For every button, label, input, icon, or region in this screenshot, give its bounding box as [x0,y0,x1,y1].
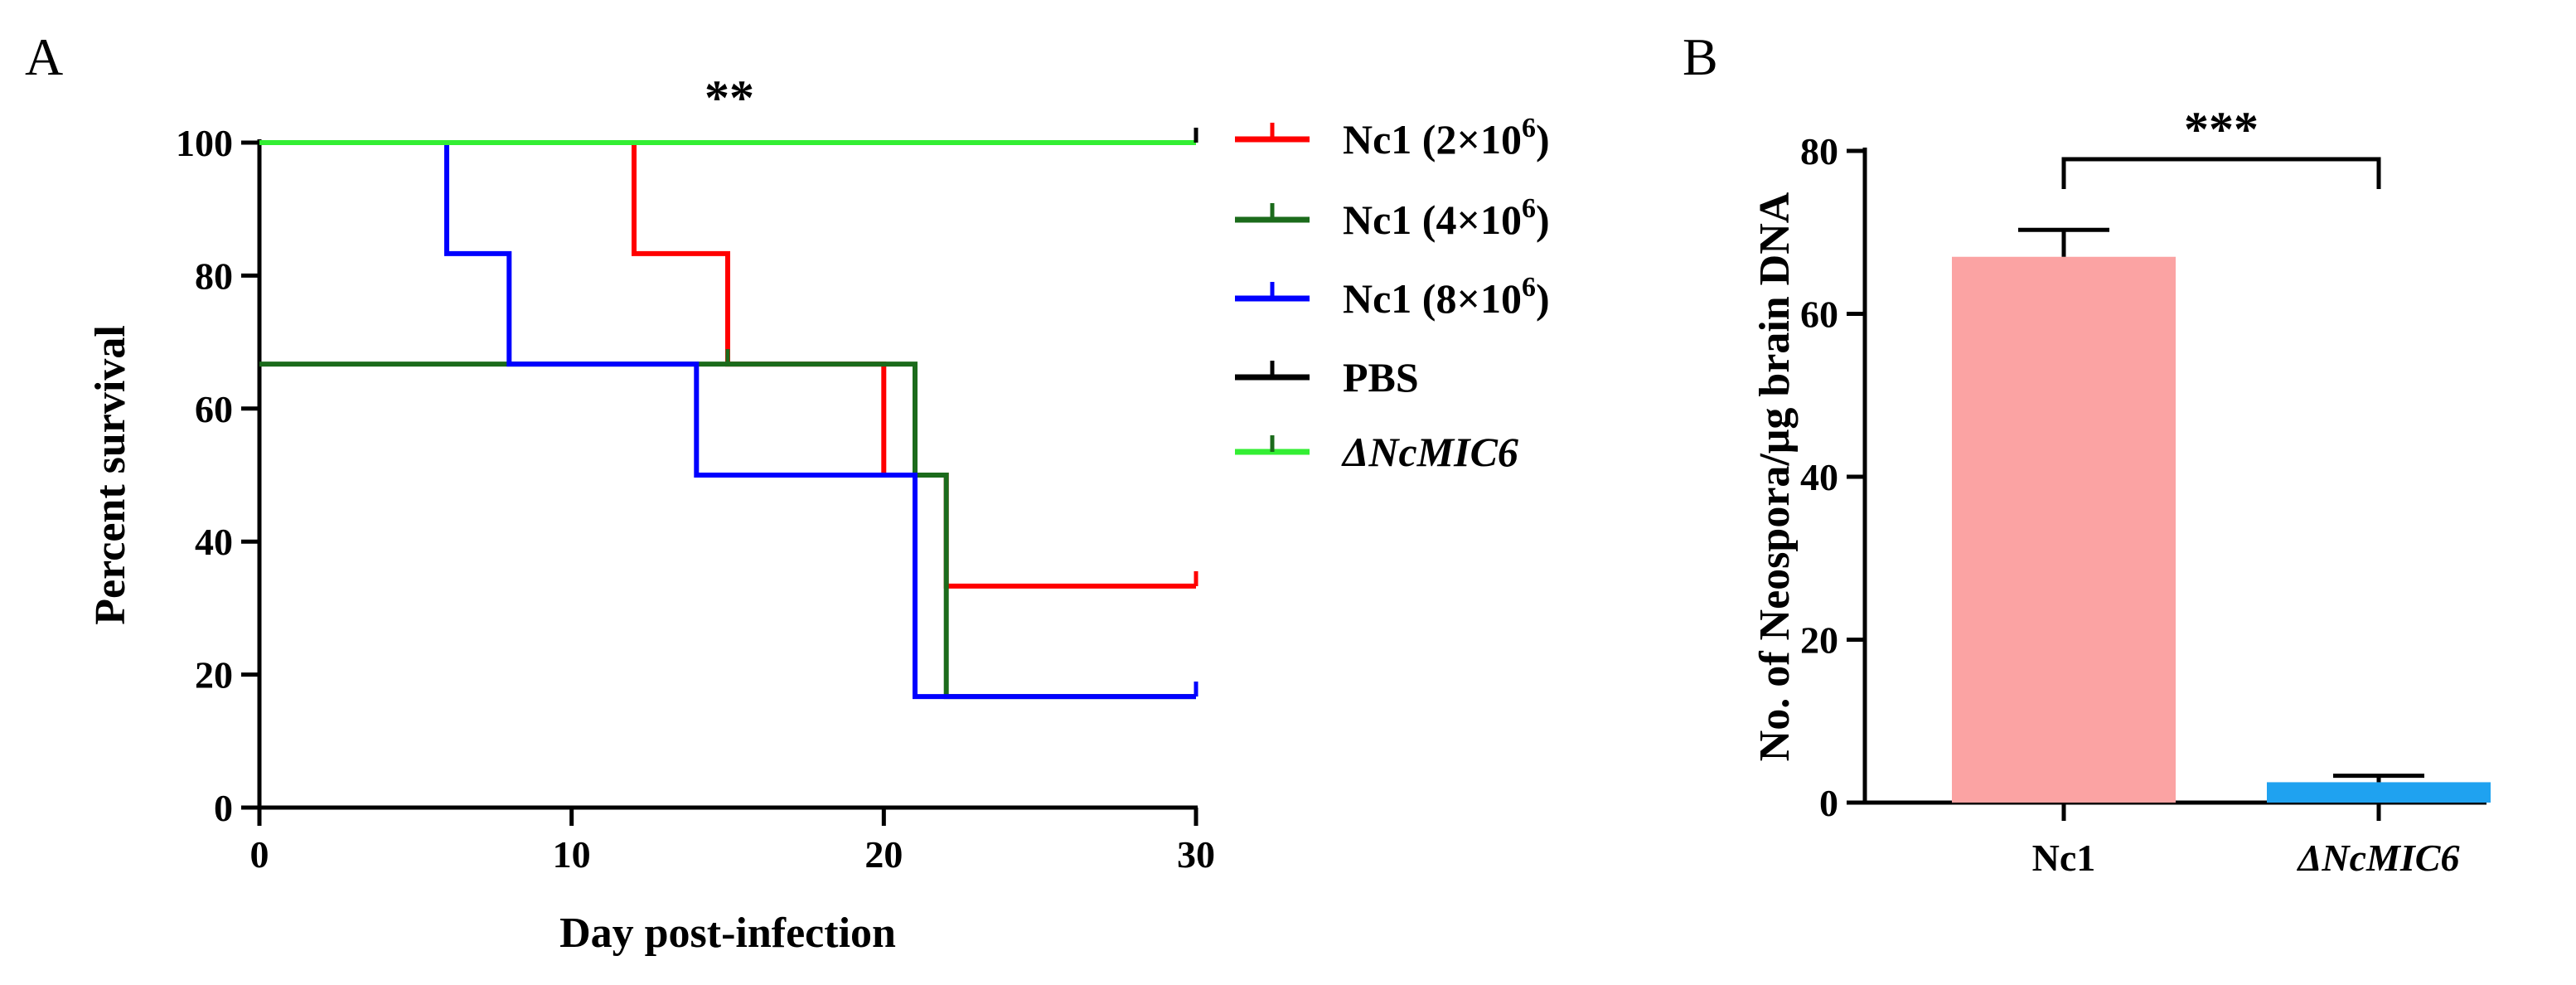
x-axis-title: Day post-infection [559,910,896,957]
y-axis-title: No. of Neospora/μg brain DNA [1751,192,1799,761]
significance-bracket [2061,157,2381,189]
y-tick-label: 40 [195,521,233,563]
y-tick-label: 40 [1800,456,1838,498]
y-tick-label: 20 [195,654,233,696]
panel-letter-b: B [1683,27,1718,86]
survival-line-3 [259,140,1196,700]
significance-label-a: ** [705,70,754,125]
x-category-label: Nc1 [2032,837,2096,879]
panel-a-survival-chart: A 0 20 40 60 80 100 0 10 20 30 Day post-infection Pe… [25,27,1550,957]
y-tick-label: 0 [1819,782,1838,824]
y-tick-label: 20 [1800,619,1838,662]
x-tick-label: 30 [1177,833,1215,876]
x-tick-label: 10 [553,833,591,876]
bar-1 [1952,256,2176,803]
panel-letter-a: A [25,27,63,86]
y-tick-label: 60 [1800,294,1838,336]
legend-label: ΔNcMIC6 [1341,429,1518,475]
y-axis-title: Percent survival [87,325,134,625]
legend-label: Nc1 (2×106) [1343,113,1550,163]
bar-2 [2267,782,2491,803]
y-tick-label: 100 [176,122,233,164]
y-tick-label: 80 [195,255,233,297]
y-tick-label: 0 [214,787,233,829]
legend-label: PBS [1343,354,1419,400]
survival-line-2 [259,361,1196,700]
legend-label: Nc1 (8×106) [1343,272,1550,322]
x-category-label: ΔNcMIC6 [2297,837,2460,879]
legend-label: Nc1 (4×106) [1343,193,1550,243]
x-tick-label: 20 [864,833,903,876]
y-tick-label: 80 [1800,130,1838,172]
x-tick-label: 0 [250,833,269,876]
significance-label-b: *** [2184,102,2259,157]
y-tick-label: 60 [195,388,233,430]
